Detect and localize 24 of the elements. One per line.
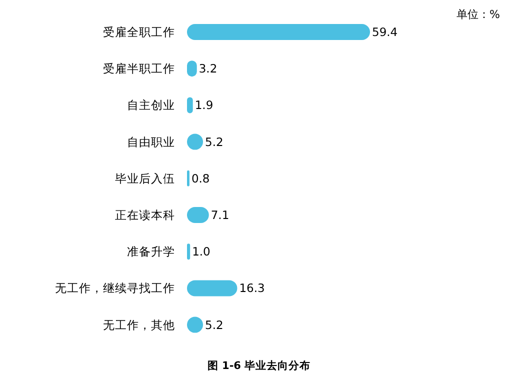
data-label: 5.2: [205, 318, 224, 332]
bar: [187, 244, 190, 260]
y-tick-label: 准备升学: [127, 244, 175, 259]
text: 单位：%: [456, 8, 500, 21]
text: 图 1-6 毕业去向分布: [207, 359, 311, 372]
data-label: 5.2: [205, 134, 224, 149]
bar: [187, 280, 238, 296]
y-tick-label: 自由职业: [127, 134, 175, 149]
y-tick-label: 无工作，其他: [103, 318, 175, 332]
data-label: 1.9: [194, 98, 214, 112]
data-label: 59.4: [372, 25, 398, 39]
bar: [187, 24, 370, 40]
bar: [187, 97, 193, 114]
data-label: 7.1: [210, 208, 230, 222]
y-tick-label: 正在读本科: [115, 208, 175, 222]
data-label: 0.8: [191, 171, 210, 186]
y-tick-label: 毕业后入伍: [115, 171, 175, 186]
data-label: 1.0: [192, 244, 210, 259]
y-tick-label: 受雇半职工作: [103, 62, 175, 76]
y-tick-label: 受雇全职工作: [103, 25, 175, 39]
y-tick-label: 自主创业: [127, 98, 175, 112]
y-tick-label: 无工作，继续寻找工作: [55, 281, 175, 296]
data-label: 3.2: [198, 62, 218, 76]
data-label: 16.3: [239, 281, 265, 296]
